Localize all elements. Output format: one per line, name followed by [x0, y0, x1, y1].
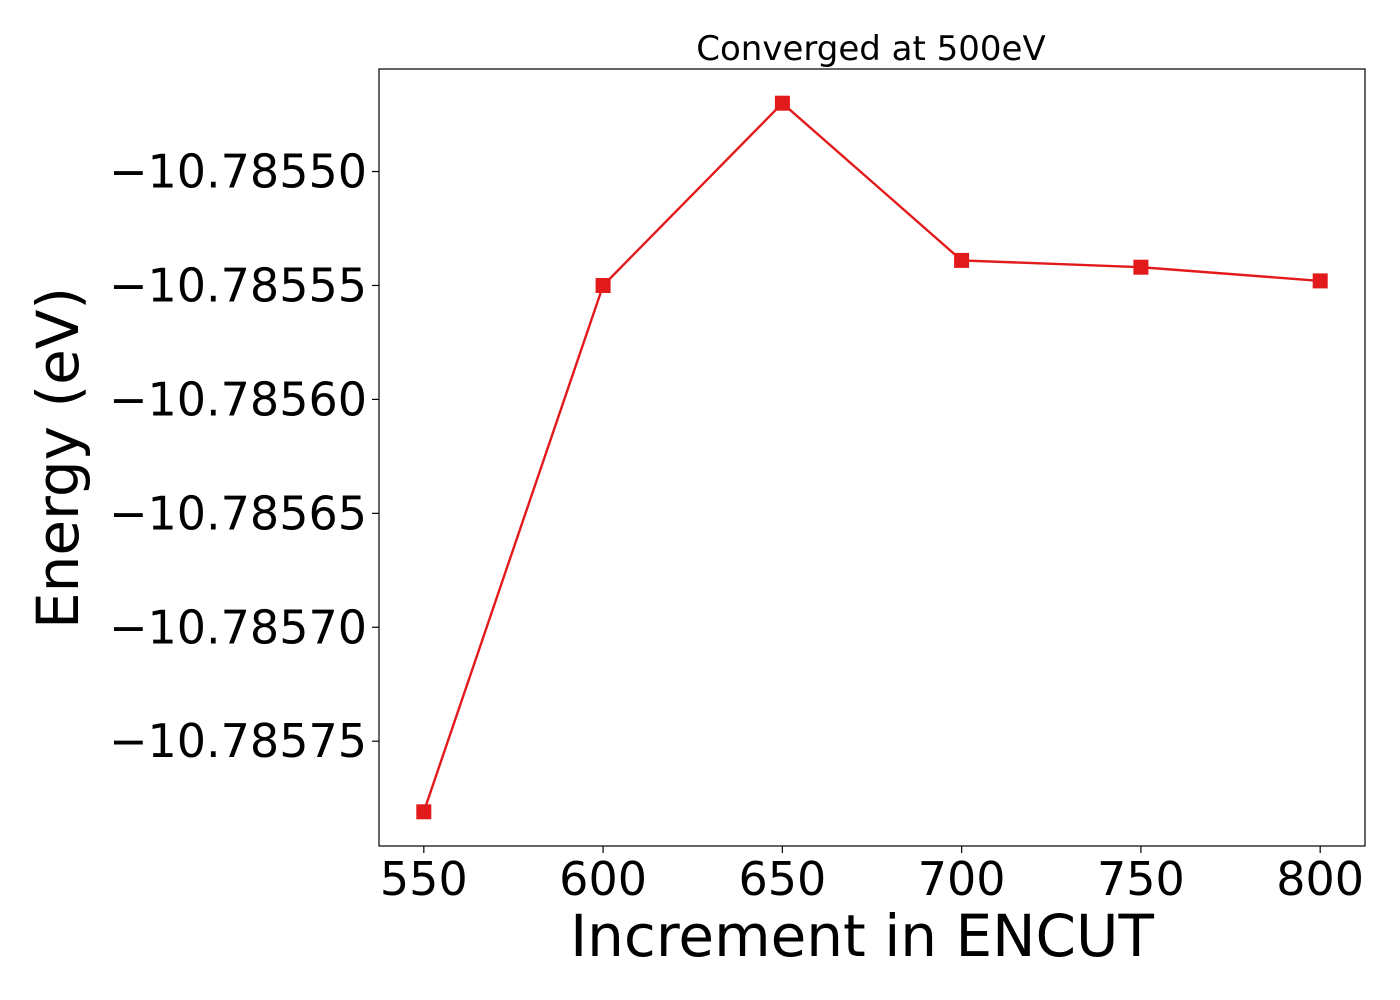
data-point-marker — [1133, 259, 1149, 275]
y-axis-label: Energy (eV) — [24, 287, 92, 629]
x-tick-label: 600 — [559, 852, 647, 906]
x-tick-label: 550 — [380, 852, 468, 906]
plot-area — [378, 68, 1366, 847]
x-tick-label: 800 — [1276, 852, 1364, 906]
data-point-marker — [595, 278, 611, 293]
x-tick-label: 700 — [918, 852, 1006, 906]
series-layer — [416, 95, 1328, 820]
y-tick-label: −10.78555 — [109, 258, 367, 312]
y-tick-label: −10.78550 — [109, 145, 367, 199]
x-axis-label: Increment in ENCUT — [570, 902, 1154, 970]
y-axis: −10.78550 −10.78555 −10.78560 −10.78565 −10.… — [109, 145, 379, 768]
series-line — [422, 101, 1321, 813]
chart-title: Converged at 500eV — [696, 29, 1045, 69]
data-point-marker — [416, 804, 432, 820]
data-point-marker — [1312, 273, 1328, 289]
x-tick-label: 750 — [1097, 852, 1185, 906]
data-point-marker — [954, 252, 970, 268]
x-axis: 550 600 650 700 750 800 — [380, 846, 1364, 906]
x-tick-label: 650 — [738, 852, 826, 906]
y-tick-label: −10.78570 — [109, 600, 367, 654]
y-tick-label: −10.78575 — [109, 714, 367, 768]
y-tick-label: −10.78560 — [109, 372, 367, 426]
y-tick-label: −10.78565 — [109, 486, 367, 540]
data-point-marker — [774, 95, 790, 111]
plot-frame — [378, 68, 1366, 847]
